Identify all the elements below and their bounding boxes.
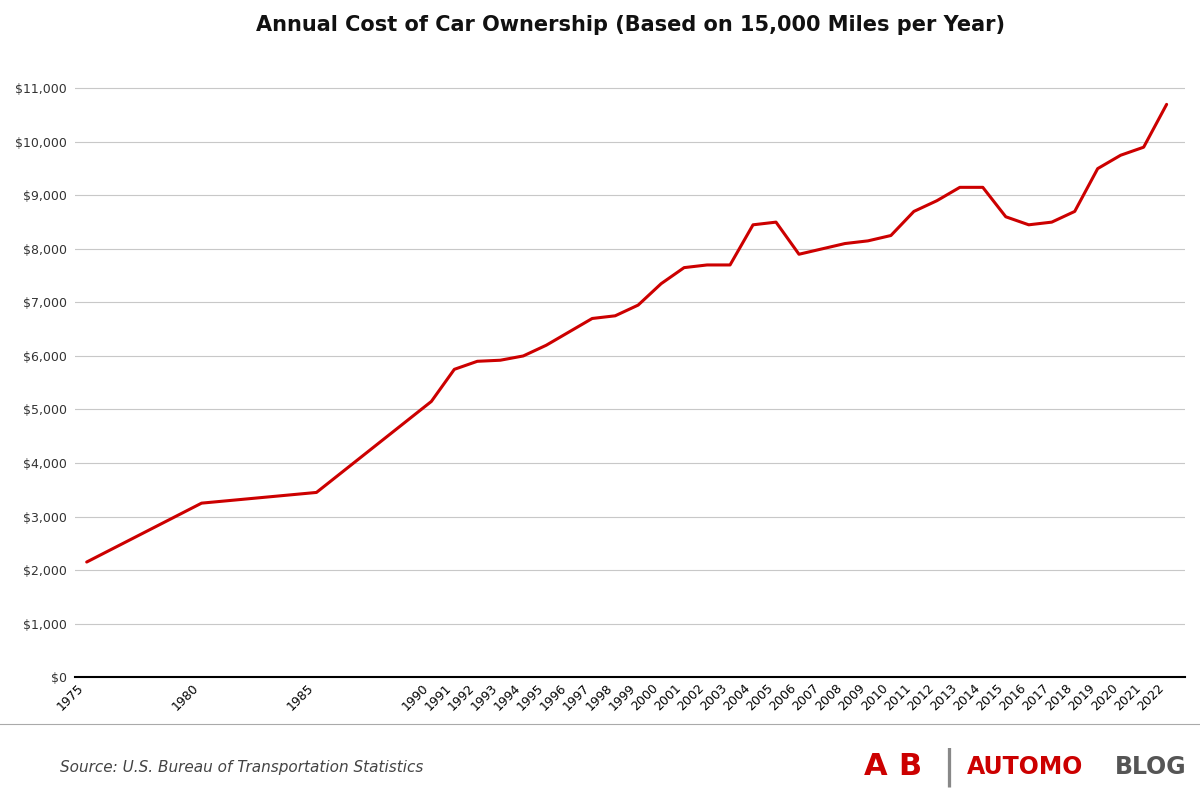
Text: B: B <box>899 752 922 782</box>
Text: Source: U.S. Bureau of Transportation Statistics: Source: U.S. Bureau of Transportation St… <box>60 760 424 775</box>
Text: AUTOMO: AUTOMO <box>967 755 1084 779</box>
Title: Annual Cost of Car Ownership (Based on 15,000 Miles per Year): Annual Cost of Car Ownership (Based on 1… <box>256 15 1004 35</box>
Text: A: A <box>864 752 888 782</box>
Text: |: | <box>942 747 955 786</box>
Text: BLOG: BLOG <box>1115 755 1187 779</box>
